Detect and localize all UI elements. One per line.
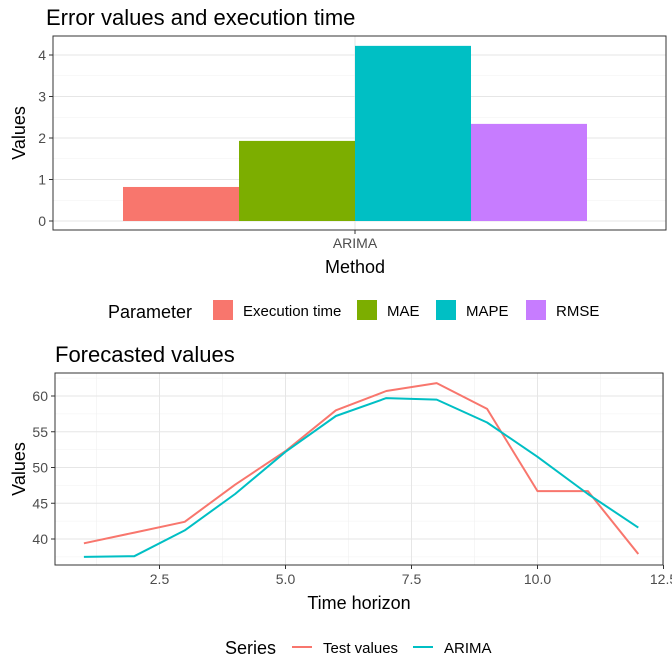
bar-chart-legend: Parameter Execution time MAE MAPE RMSE	[108, 300, 599, 322]
bar-legend-label: RMSE	[556, 303, 599, 320]
bar-y-tick-label: 3	[38, 89, 46, 105]
line-x-tick-label: 2.5	[150, 571, 170, 587]
line-x-tick-label: 7.5	[402, 571, 422, 587]
line-x-tick-label: 5.0	[276, 571, 296, 587]
bar-execution-time	[123, 186, 239, 221]
bar-chart-legend-title: Parameter	[108, 302, 192, 322]
bar-chart-x-ticks: ARIMA	[333, 230, 378, 251]
line-chart: Forecasted values 40 45 50 55 60 2.5 5.0 7.5 10…	[9, 342, 672, 658]
line-chart-series	[83, 382, 640, 558]
bar-y-tick-label: 0	[38, 213, 46, 229]
bar-chart-title: Error values and execution time	[46, 5, 355, 30]
bar-chart: Error values and execution time 0 1 2 3 4 AR…	[9, 5, 667, 322]
line-chart-legend: Series Test values ARIMA	[225, 638, 492, 658]
line-chart-title: Forecasted values	[55, 342, 235, 367]
bar-legend-key	[436, 300, 456, 320]
bar-chart-y-axis-title: Values	[9, 106, 29, 160]
line-chart-panel-border	[54, 372, 664, 566]
line-chart-y-axis-title: Values	[9, 442, 29, 496]
bar-rmse	[471, 123, 587, 221]
bar-x-tick-label: ARIMA	[333, 235, 378, 251]
bar-mae	[239, 140, 355, 221]
bar-legend-label: Execution time	[243, 303, 341, 320]
line-x-tick-label: 10.0	[524, 571, 551, 587]
line-chart-x-axis-title: Time horizon	[307, 593, 410, 613]
series-line-arima	[83, 397, 639, 558]
line-y-tick-label: 60	[32, 388, 48, 404]
series-line-test-values	[83, 382, 640, 555]
bar-legend-key	[213, 300, 233, 320]
line-x-tick-label: 12.5	[650, 571, 672, 587]
bar-chart-panel-border	[52, 35, 667, 231]
line-y-tick-label: 55	[32, 424, 48, 440]
bar-mape	[355, 45, 471, 222]
bar-legend-key	[526, 300, 546, 320]
bar-legend-label: MAPE	[466, 303, 509, 320]
line-legend-label: Test values	[323, 640, 398, 657]
line-legend-label: ARIMA	[444, 640, 492, 657]
line-y-tick-label: 45	[32, 495, 48, 511]
line-chart-y-ticks: 40 45 50 55 60	[32, 388, 55, 547]
bar-y-tick-label: 4	[38, 47, 46, 63]
line-y-tick-label: 50	[32, 460, 48, 476]
line-chart-legend-title: Series	[225, 638, 276, 658]
bar-legend-key	[357, 300, 377, 320]
bar-chart-bars	[123, 45, 587, 222]
bar-legend-label: MAE	[387, 303, 420, 320]
line-y-tick-label: 40	[32, 531, 48, 547]
bar-y-tick-label: 2	[38, 130, 46, 146]
line-chart-x-ticks: 2.5 5.0 7.5 10.0 12.5	[150, 565, 672, 587]
bar-y-tick-label: 1	[38, 172, 46, 188]
bar-chart-x-axis-title: Method	[325, 257, 385, 277]
bar-chart-y-ticks: 0 1 2 3 4	[38, 47, 53, 229]
